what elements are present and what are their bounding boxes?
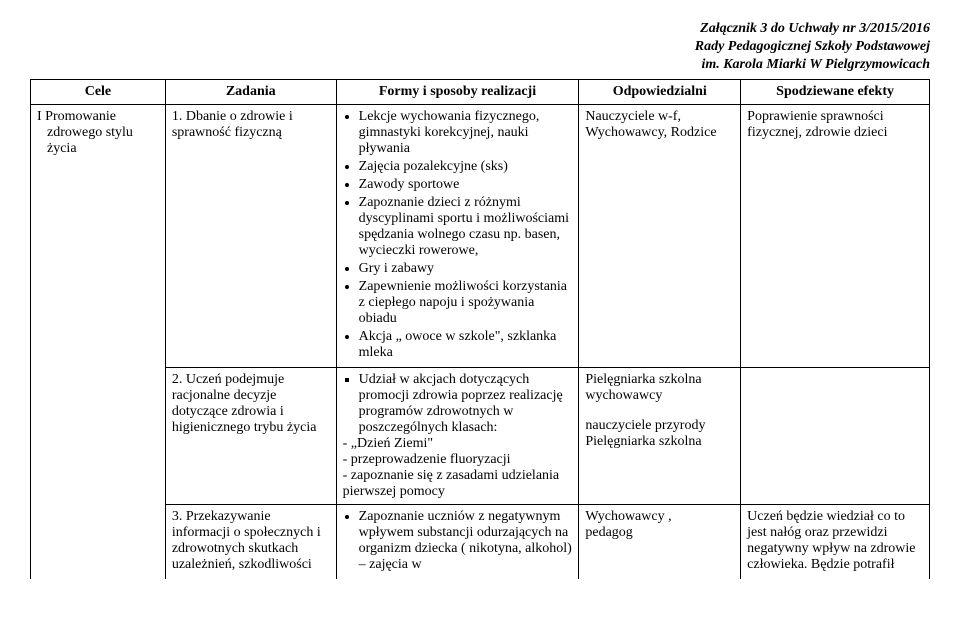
list-item: Zapewnienie możliwości korzystania z cie… [359,279,573,327]
cell-odpow-2: Pielęgniarka szkolna wychowawcy nauczyci… [579,367,741,504]
cell-cele-empty [31,367,166,504]
header-line1: Załącznik 3 do Uchwały nr 3/2015/2016 [30,20,930,38]
odpow-text: wychowawcy [585,388,734,404]
cell-cele-empty [31,504,166,579]
list-item: Zapoznanie dzieci z różnymi dyscyplinami… [359,195,573,259]
main-table: Cele Zadania Formy i sposoby realizacji … [30,79,930,579]
table-header-row: Cele Zadania Formy i sposoby realizacji … [31,79,930,104]
odpow-text: Pielęgniarka szkolna [585,434,734,450]
table-row: 3. Przekazywanie informacji o społecznyc… [31,504,930,579]
list-item: Gry i zabawy [359,261,573,277]
col-header-odpow: Odpowiedzialni [579,79,741,104]
odpow-text: Nauczyciele w-f, [585,109,681,124]
odpow-text: Wychowawcy , [585,509,671,524]
cell-odpow-1: Nauczyciele w-f, Wychowawcy, Rodzice [579,104,741,367]
odpow-text: Pielęgniarka szkolna [585,372,734,388]
formy-line: - przeprowadzenie fluoryzacji [343,452,573,468]
cell-zadania-2: 2. Uczeń podejmuje racjonalne decyzje do… [165,367,336,504]
list-item: Zawody sportowe [359,177,573,193]
formy-list-1: Lekcje wychowania fizycznego, gimnastyki… [343,109,573,361]
col-header-zadania: Zadania [165,79,336,104]
cele-text2: zdrowego stylu życia [47,125,133,156]
header-line2: Rady Pedagogicznej Szkoły Podstawowej [30,38,930,56]
list-item: Lekcje wychowania fizycznego, gimnastyki… [359,109,573,157]
list-item: Akcja „ owoce w szkole", szklanka mleka [359,329,573,361]
document-header: Załącznik 3 do Uchwały nr 3/2015/2016 Ra… [30,20,930,75]
odpow-text: pedagog [585,525,632,540]
list-item: Udział w akcjach dotyczących promocji zd… [359,372,573,436]
cell-formy-1: Lekcje wychowania fizycznego, gimnastyki… [336,104,579,367]
cell-efekty-3: Uczeń będzie wiedział co to jest nałóg o… [741,504,930,579]
list-item: Zapoznanie uczniów z negatywnym wpływem … [359,509,573,573]
col-header-formy: Formy i sposoby realizacji [336,79,579,104]
col-header-cele: Cele [31,79,166,104]
header-line3: im. Karola Miarki W Pielgrzymowicach [30,56,930,74]
col-header-efekty: Spodziewane efekty [741,79,930,104]
cell-efekty-2 [741,367,930,504]
odpow-text: nauczyciele przyrody [585,418,734,434]
list-item: Zajęcia pozalekcyjne (sks) [359,159,573,175]
odpow-text: Wychowawcy, Rodzice [585,125,716,140]
cele-text1: Promowanie [45,109,116,124]
table-row: I Promowanie zdrowego stylu życia 1. Dba… [31,104,930,367]
formy-line: - zapoznanie się z zasadami udzielania p… [343,468,573,500]
cell-cele: I Promowanie zdrowego stylu życia [31,104,166,367]
table-row: 2. Uczeń podejmuje racjonalne decyzje do… [31,367,930,504]
cell-efekty-1: Poprawienie sprawności fizycznej, zdrowi… [741,104,930,367]
cell-formy-2: Udział w akcjach dotyczących promocji zd… [336,367,579,504]
formy-line: - „Dzień Ziemi" [343,436,573,452]
cele-num: I [37,109,42,124]
cell-formy-3: Zapoznanie uczniów z negatywnym wpływem … [336,504,579,579]
formy-list-3: Zapoznanie uczniów z negatywnym wpływem … [343,509,573,573]
formy-list-2: Udział w akcjach dotyczących promocji zd… [343,372,573,436]
cell-zadania-1: 1. Dbanie o zdrowie i sprawność fizyczną [165,104,336,367]
cell-odpow-3: Wychowawcy , pedagog [579,504,741,579]
cell-zadania-3: 3. Przekazywanie informacji o społecznyc… [165,504,336,579]
